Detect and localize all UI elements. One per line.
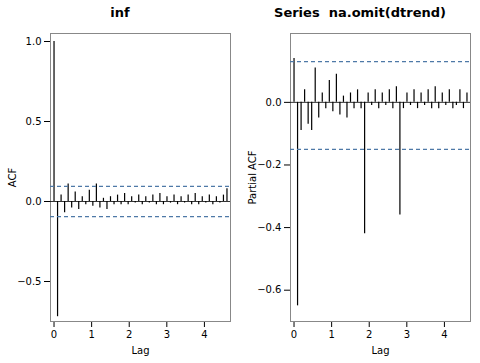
svg-text:3: 3 xyxy=(404,329,410,340)
svg-text:4: 4 xyxy=(201,329,207,340)
svg-text:−0.2: −0.2 xyxy=(257,159,281,170)
svg-text:0: 0 xyxy=(291,329,297,340)
svg-text:4: 4 xyxy=(441,329,447,340)
svg-text:0.0: 0.0 xyxy=(266,97,282,108)
html-text:Series na.omit(dtrend): Series na.omit(dtrend) xyxy=(274,5,446,20)
svg-text:2: 2 xyxy=(366,329,372,340)
svg-text:−0.5: −0.5 xyxy=(17,276,41,287)
svg-text:−0.6: −0.6 xyxy=(257,284,281,295)
svg-text:0.5: 0.5 xyxy=(26,116,42,127)
svg-text:0: 0 xyxy=(51,329,57,340)
svg-text:3: 3 xyxy=(164,329,170,340)
svg-text:1.0: 1.0 xyxy=(26,36,42,47)
svg-text:ACF: ACF xyxy=(7,168,18,188)
svg-text:1: 1 xyxy=(88,329,94,340)
svg-text:0.0: 0.0 xyxy=(26,196,42,207)
svg-text:1: 1 xyxy=(328,329,334,340)
svg-text:−0.4: −0.4 xyxy=(257,222,281,233)
html-text:inf: inf xyxy=(110,5,130,20)
svg-text:Lag: Lag xyxy=(371,345,389,356)
svg-text:Lag: Lag xyxy=(131,345,149,356)
svg-text:Partial ACF: Partial ACF xyxy=(247,150,258,204)
svg-text:2: 2 xyxy=(126,329,132,340)
